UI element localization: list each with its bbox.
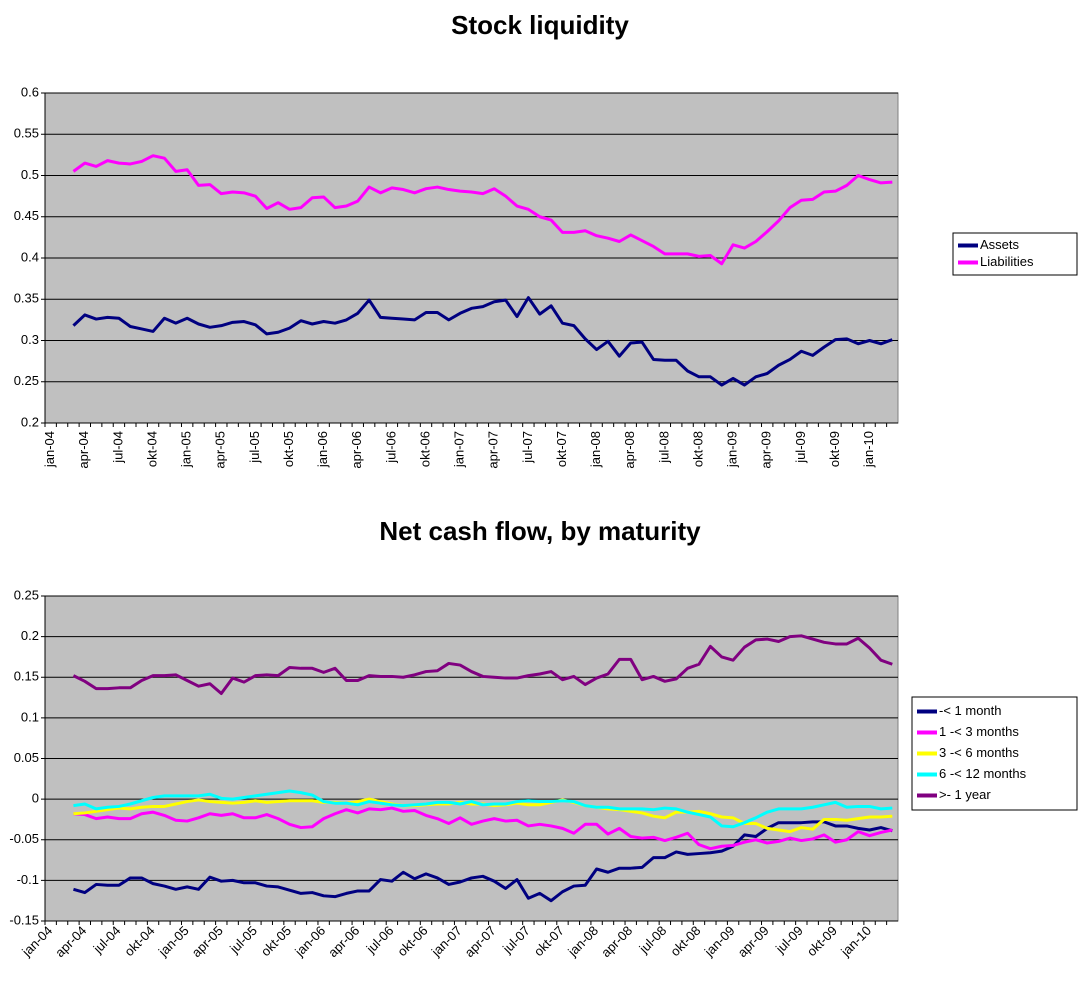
x-tick-label: jan-08 [564,923,601,960]
y-tick-label: -0.1 [17,872,39,887]
x-tick-label: jul-08 [636,923,670,957]
series-line [73,789,893,829]
x-tick-label: jan-07 [452,431,467,468]
x-tick-label: okt-04 [144,431,159,467]
y-tick-label: -0.15 [9,912,39,927]
x-tick-label: jul-09 [793,431,808,464]
x-tick-label: okt-05 [258,923,294,959]
x-tick-label: okt-04 [121,923,157,959]
legend-label: Liabilities [980,254,1034,269]
x-tick-label: apr-05 [189,923,226,960]
x-tick-label: okt-09 [827,431,842,467]
x-tick-label: apr-04 [76,431,91,469]
y-tick-label: 0.3 [21,332,39,347]
y-tick-label: 0.6 [21,84,39,99]
x-tick-label: jan-06 [315,431,330,468]
legend-label: 3 -< 6 months [939,745,1019,760]
x-tick-label: jul-07 [520,431,535,464]
x-tick-label: jan-04 [42,431,57,468]
legend-label: Assets [980,237,1020,252]
legend-label: 1 -< 3 months [939,724,1019,739]
x-tick-label: okt-05 [281,431,296,467]
x-tick-label: okt-06 [394,923,430,959]
x-tick-label: jul-08 [656,431,671,464]
legend-label: -< 1 month [939,703,1002,718]
x-tick-label: jul-04 [90,923,124,957]
series-line [73,820,893,903]
y-tick-label: 0.5 [21,167,39,182]
series-line [72,634,893,695]
x-tick-label: jul-05 [247,431,262,464]
x-tick-label: okt-08 [667,923,703,959]
series-line [72,154,893,266]
x-tick-label: apr-08 [598,923,635,960]
series-line [73,806,893,851]
x-tick-label: jul-04 [110,431,125,464]
x-tick-label: jan-04 [18,923,55,960]
x-tick-label: apr-06 [349,431,364,469]
x-tick-label: apr-09 [759,431,774,469]
x-tick-label: okt-09 [804,923,840,959]
y-tick-label: 0.35 [14,291,39,306]
x-tick-label: apr-09 [735,923,772,960]
y-tick-label: -0.05 [9,831,39,846]
x-tick-label: apr-04 [52,923,89,960]
x-tick-label: apr-05 [213,431,228,469]
series-line [72,296,893,387]
y-tick-label: 0.25 [14,587,39,602]
y-tick-label: 0.55 [14,126,39,141]
x-tick-label: jul-07 [499,923,533,957]
x-tick-label: jul-05 [226,923,260,957]
x-tick-label: jul-06 [383,431,398,464]
x-tick-label: apr-07 [462,923,499,960]
x-tick-label: apr-06 [325,923,362,960]
y-tick-label: 0.05 [14,750,39,765]
x-tick-label: okt-07 [554,431,569,467]
y-tick-label: 0.45 [14,208,39,223]
y-tick-label: 0 [32,791,39,806]
x-tick-label: jan-07 [428,923,465,960]
y-tick-label: 0.1 [21,709,39,724]
x-tick-label: jan-09 [701,923,738,960]
y-tick-label: 0.2 [21,628,39,643]
x-tick-label: jan-05 [155,923,192,960]
legend [911,696,1078,811]
x-tick-label: jan-09 [725,431,740,468]
y-tick-label: 0.2 [21,414,39,429]
x-tick-label: apr-08 [622,431,637,469]
legend-label: 6 -< 12 months [939,766,1027,781]
x-tick-label: jul-06 [363,923,397,957]
chart-title: Net cash flow, by maturity [379,516,701,546]
x-tick-label: okt-07 [531,923,567,959]
y-tick-label: 0.25 [14,373,39,388]
y-tick-label: 0.4 [21,249,39,264]
chart-title: Stock liquidity [451,10,629,40]
x-tick-label: jul-09 [772,923,806,957]
x-tick-label: okt-08 [690,431,705,467]
x-tick-label: jan-10 [837,923,874,960]
y-tick-label: 0.15 [14,669,39,684]
legend-label: >- 1 year [939,787,991,802]
x-tick-label: apr-07 [486,431,501,469]
legend [952,232,1078,276]
x-tick-label: jan-10 [861,431,876,468]
x-tick-label: okt-06 [417,431,432,467]
x-tick-label: jan-05 [179,431,194,468]
x-tick-label: jan-06 [291,923,328,960]
x-tick-label: jan-08 [588,431,603,468]
